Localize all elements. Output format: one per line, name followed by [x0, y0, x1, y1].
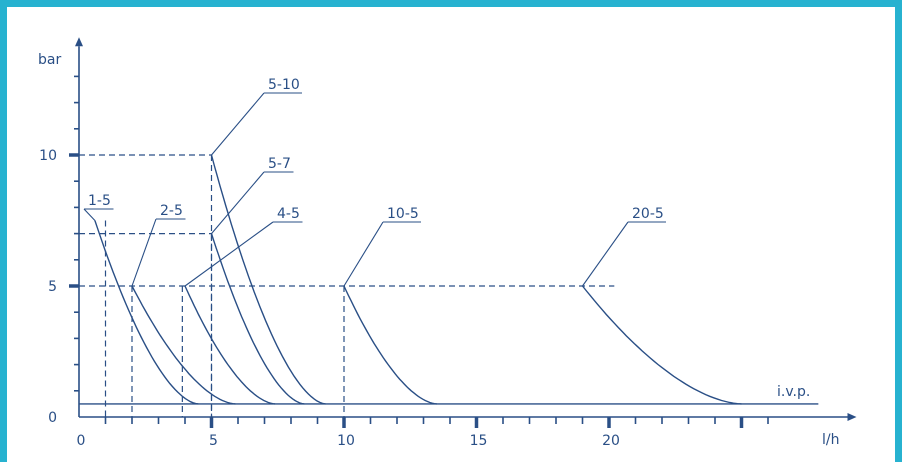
x-axis-label: l/h	[822, 432, 839, 448]
curve-labels: 1-5 2-5 4-5 5-7 5-10 10-5 20-5	[83, 77, 666, 287]
x-tick-label: 20	[602, 433, 620, 449]
y-tick-label: 10	[39, 148, 57, 164]
x-tick-label: 15	[470, 433, 488, 449]
axes: 0 5 10 0 5 10 15 20	[39, 37, 857, 449]
leader-4-5	[184, 221, 274, 287]
leader-5-7	[211, 171, 265, 234]
y-axis-label: bar	[38, 52, 61, 68]
curve-4-5	[184, 285, 276, 405]
curve-label-20-5: 20-5	[632, 206, 664, 222]
curve-label-5-7: 5-7	[268, 156, 291, 172]
y-tick-label: 5	[48, 279, 57, 295]
leader-1-5	[83, 208, 96, 221]
reference-lines	[79, 154, 615, 417]
x-tick-label: 0	[77, 433, 86, 449]
x-axis-arrow	[847, 413, 857, 421]
curve-label-4-5: 4-5	[277, 206, 300, 222]
curve-20-5	[581, 285, 742, 405]
leader-20-5	[582, 221, 629, 287]
x-tick-label: 10	[337, 433, 355, 449]
curve-label-1-5: 1-5	[88, 193, 111, 209]
curves	[94, 154, 742, 405]
leader-10-5	[343, 221, 384, 287]
leader-5-10	[211, 92, 265, 156]
curve-10-5	[343, 285, 437, 405]
curve-5-7	[210, 233, 305, 405]
y-axis-arrow	[75, 37, 83, 47]
curve-label-2-5: 2-5	[160, 203, 183, 219]
curve-1-5	[94, 220, 199, 405]
x-tick-label: 5	[209, 433, 218, 449]
y-tick-label: 0	[48, 410, 57, 426]
leader-2-5	[131, 218, 157, 287]
curve-label-10-5: 10-5	[387, 206, 419, 222]
baseline-label: i.v.p.	[777, 384, 810, 400]
curve-5-10	[210, 154, 326, 405]
curve-2-5	[131, 285, 236, 405]
curve-label-5-10: 5-10	[268, 77, 300, 93]
